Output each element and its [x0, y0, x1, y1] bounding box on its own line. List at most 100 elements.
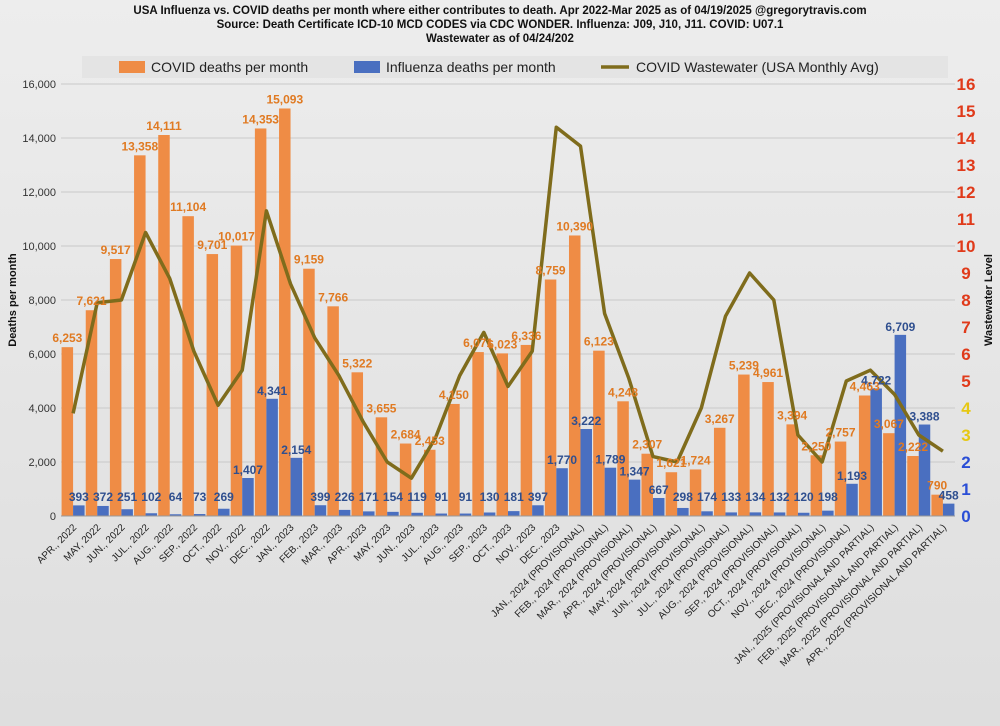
- wastewater-polyline: [71, 125, 944, 480]
- covid-bar: [158, 135, 170, 517]
- influenza-bar: [822, 510, 834, 516]
- influenza-data-label: 119: [407, 490, 427, 504]
- influenza-bar: [556, 468, 568, 516]
- covid-bar: [907, 456, 919, 516]
- y-axis-title: Deaths per month: [7, 253, 19, 347]
- influenza-bar: [797, 512, 810, 516]
- covid-bar: [568, 235, 581, 516]
- covid-bar: [617, 401, 629, 516]
- influenza-bar: [411, 512, 423, 516]
- influenza-data-label: 269: [214, 490, 234, 504]
- influenza-bar: [749, 512, 762, 516]
- influenza-data-label: 6,709: [885, 320, 915, 334]
- influenza-data-label: 667: [649, 483, 669, 497]
- chart-title: USA Influenza vs. COVID deaths per month…: [133, 5, 867, 17]
- y2-tick-label: 0: [961, 507, 970, 526]
- influenza-bar: [918, 424, 931, 516]
- covid-data-label: 2,250: [801, 439, 831, 453]
- influenza-bar: [193, 514, 206, 516]
- covid-data-label: 1,621: [656, 456, 686, 470]
- influenza-bar: [773, 512, 786, 516]
- covid-data-label: 9,701: [197, 238, 227, 252]
- covid-data-label: 10,017: [218, 230, 255, 244]
- influenza-data-label: 3,388: [909, 410, 939, 424]
- covid-bar: [109, 259, 122, 516]
- y2-tick-label: 11: [957, 210, 975, 229]
- influenza-data-label: 458: [939, 489, 959, 503]
- covid-data-label: 3,267: [705, 412, 735, 426]
- influenza-bar: [580, 429, 592, 516]
- influenza-bar: [121, 509, 133, 516]
- influenza-bar: [169, 514, 182, 516]
- covid-bar: [883, 433, 895, 516]
- covid-data-label: 2,222: [898, 440, 928, 454]
- covid-bar: [424, 449, 436, 516]
- covid-bar: [665, 472, 678, 516]
- influenza-data-label: 1,347: [620, 465, 650, 479]
- y2-tick-label: 16: [957, 75, 976, 94]
- y2-tick-label: 8: [961, 291, 970, 310]
- covid-data-label: 4,961: [753, 366, 783, 380]
- covid-bar: [303, 268, 315, 516]
- covid-data-label: 3,655: [366, 401, 396, 415]
- bars: [61, 108, 955, 517]
- influenza-data-label: 399: [310, 490, 330, 504]
- influenza-data-label: 2,154: [281, 443, 311, 457]
- influenza-bar: [290, 457, 303, 516]
- chart-subtitle-wastewater-date: Wastewater as of 04/24/202: [426, 33, 574, 45]
- influenza-bar: [532, 505, 544, 516]
- covid-data-label: 14,111: [146, 119, 182, 133]
- influenza-data-label: 134: [745, 490, 765, 504]
- influenza-data-label: 251: [117, 490, 137, 504]
- covid-data-label: 11,104: [170, 200, 206, 214]
- influenza-data-label: 174: [697, 490, 717, 504]
- y2-tick-label: 12: [957, 183, 976, 202]
- influenza-bar: [846, 483, 858, 516]
- y2-tick-label: 7: [961, 318, 970, 337]
- covid-bar: [61, 347, 74, 516]
- covid-data-label: 6,023: [487, 337, 517, 351]
- influenza-bar: [435, 513, 448, 516]
- influenza-bar: [459, 513, 472, 516]
- y2-tick-label: 14: [957, 129, 976, 148]
- influenza-data-label: 171: [359, 490, 379, 504]
- covid-bar: [713, 427, 726, 516]
- influenza-data-label: 393: [69, 490, 89, 504]
- covid-data-label: 10,390: [556, 219, 593, 233]
- covid-bar: [858, 395, 871, 516]
- influenza-data-label: 397: [528, 490, 548, 504]
- covid-bar: [762, 382, 774, 516]
- influenza-bar: [387, 511, 399, 516]
- influenza-bar: [314, 505, 327, 516]
- covid-data-label: 9,159: [294, 253, 324, 267]
- y2-tick-label: 4: [961, 399, 971, 418]
- covid-data-label: 7,621: [76, 294, 106, 308]
- covid-bar: [206, 254, 219, 516]
- wastewater-line: [71, 125, 944, 480]
- covid-bar: [520, 344, 533, 516]
- data-labels: 6,253 393 7,621 372 9,517 251 13,358 102 14,111 6…: [52, 92, 959, 504]
- y2-tick-label: 15: [957, 102, 976, 121]
- covid-data-label: 2,684: [391, 428, 421, 442]
- covid-data-label: 4,248: [608, 385, 638, 399]
- legend-background: [82, 56, 948, 78]
- covid-data-label: 6,123: [584, 335, 614, 349]
- influenza-data-label: 1,789: [595, 453, 625, 467]
- covid-bar: [351, 372, 364, 516]
- covid-bar: [279, 108, 291, 516]
- covid-data-label: 5,239: [729, 359, 759, 373]
- y-tick-label: 4,000: [28, 403, 56, 415]
- covid-data-label: 9,517: [101, 243, 131, 257]
- influenza-bar: [266, 398, 278, 516]
- covid-data-label: 6,071: [463, 336, 493, 350]
- influenza-data-label: 4,722: [861, 374, 891, 388]
- covid-data-label: 2,453: [415, 434, 445, 448]
- y-tick-label: 0: [50, 511, 56, 523]
- covid-bar: [85, 310, 98, 516]
- influenza-bar: [942, 503, 955, 516]
- influenza-data-label: 130: [480, 490, 500, 504]
- y2-axis-title: Wastewater Level: [983, 254, 995, 346]
- y-tick-label: 6,000: [28, 349, 56, 361]
- y2-tick-label: 6: [961, 345, 970, 364]
- covid-data-label: 4,463: [850, 379, 880, 393]
